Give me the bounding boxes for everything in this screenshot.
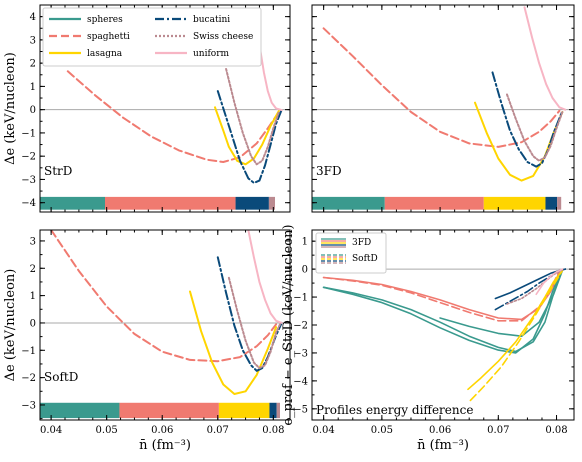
x-tick-label: 0.07 xyxy=(207,425,229,436)
panel-top-left: −4 −3 −2 −1 0 1 2 3 4 Δe (keV/nucleon) StrD spheres… xyxy=(3,4,291,213)
y-axis-label: e_prof − e_StrD (keV/nucleon) xyxy=(281,224,296,425)
plot-area xyxy=(40,43,290,210)
phase-bar-segment-swiss xyxy=(557,196,562,210)
y-tick-label: 0 xyxy=(30,105,36,116)
phase-bar-segment-spaghetti xyxy=(384,196,484,210)
phase-bar-segment-spheres xyxy=(312,196,385,210)
phase-bar-segment-bucatini xyxy=(235,196,269,210)
phase-bar-segment-swiss xyxy=(276,402,280,419)
plot-area xyxy=(40,230,290,419)
phase-bar-segment-lasagna xyxy=(483,196,546,210)
curve-swiss xyxy=(506,93,564,162)
panel-tag: Profiles energy difference xyxy=(316,403,473,417)
legend-label-uniform: uniform xyxy=(193,49,230,59)
curve-swiss xyxy=(225,68,280,166)
curve-spheres xyxy=(322,271,561,354)
y-tick-label: −4 xyxy=(293,376,308,387)
plot-area xyxy=(312,6,574,210)
y-tick-label: 3 xyxy=(30,236,36,247)
curve-uniform xyxy=(523,6,567,111)
x-tick-label: 0.04 xyxy=(40,425,62,436)
y-tick-label: −1 xyxy=(21,346,36,357)
phase-bar-segment-spheres xyxy=(40,402,120,419)
legend-box xyxy=(42,7,262,67)
x-tick-label: 0.07 xyxy=(487,425,509,436)
y-tick-label: −2 xyxy=(21,373,36,384)
y-tick-label: 2 xyxy=(30,59,36,70)
x-tick-label: 0.06 xyxy=(429,425,451,436)
axes-frame xyxy=(39,229,291,421)
curve-lasagna xyxy=(214,106,280,166)
curve-lasagna xyxy=(469,269,564,402)
y-axis-label: Δe (keV/nucleon) xyxy=(3,52,18,165)
panel-tag: 3FD xyxy=(316,164,342,178)
curve-uniform xyxy=(247,230,283,324)
curve-bucatini xyxy=(216,256,283,372)
legend-label: SoftD xyxy=(352,254,378,264)
curve-spheres xyxy=(322,273,561,353)
y-tick-label: 0 xyxy=(302,265,308,276)
y-tick-label: 1 xyxy=(302,237,308,248)
curve-bucatini xyxy=(216,90,283,184)
legend-label-lasagna: lasagna xyxy=(87,49,123,59)
curve-uniform xyxy=(535,268,564,296)
phase-bar-segment-spaghetti xyxy=(105,196,236,210)
y-tick-label: −2 xyxy=(293,321,308,332)
y-tick-label: −2 xyxy=(21,152,36,163)
phase-bar-segment-bucatini xyxy=(545,196,558,210)
curve-swiss xyxy=(227,276,281,370)
curve-lasagna xyxy=(189,290,278,395)
phase-bar-segment-spaghetti xyxy=(119,402,219,419)
y-tick-label: 4 xyxy=(30,12,36,23)
curve-spaghetti xyxy=(66,70,280,163)
legend-label: 3FD xyxy=(352,238,371,248)
curve-spaghetti xyxy=(50,230,278,363)
y-tick-label: 1 xyxy=(30,291,36,302)
y-tick-label: −5 xyxy=(293,404,308,415)
x-tick-label: 0.05 xyxy=(371,425,393,436)
y-tick-label: 0 xyxy=(30,318,36,329)
axes-frame xyxy=(311,4,575,213)
y-tick-label: −3 xyxy=(21,175,36,186)
panel-bottom-right: 0.04 0.05 0.06 0.07 0.08 −5 −4 −3 −2 −1 0 1 e_prof −… xyxy=(281,224,575,453)
phase-bar-segment-swiss xyxy=(268,196,275,210)
y-axis-label: Δe (keV/nucleon) xyxy=(3,269,18,382)
plot-area xyxy=(312,268,574,402)
curve-lasagna xyxy=(467,269,564,391)
x-tick-label: 0.08 xyxy=(545,425,567,436)
x-axis-label: n̄ (fm⁻³) xyxy=(417,438,469,453)
y-tick-label: 3 xyxy=(30,35,36,46)
axes-frame xyxy=(39,4,291,213)
y-tick-label: −4 xyxy=(21,198,36,209)
legend-label-bucatini: bucatini xyxy=(193,15,230,25)
panel-tag: StrD xyxy=(44,164,72,178)
panel-top-right: 3FD xyxy=(311,4,575,213)
y-tick-label: −1 xyxy=(293,293,308,304)
y-tick-label: −3 xyxy=(293,348,308,359)
curve-spheres xyxy=(439,269,564,337)
legend-label-spheres: spheres xyxy=(87,15,123,25)
curve-bucatini xyxy=(491,71,564,168)
panel-tag: SoftD xyxy=(44,370,78,384)
phase-bar-segment-lasagna xyxy=(218,402,270,419)
y-tick-label: −3 xyxy=(21,400,36,411)
y-tick-label: 2 xyxy=(30,264,36,275)
x-tick-label: 0.06 xyxy=(151,425,173,436)
y-tick-label: 1 xyxy=(30,82,36,93)
phase-bar-segment-spheres xyxy=(40,196,105,210)
x-tick-label: 0.08 xyxy=(262,425,284,436)
phase-bar-segment-bucatini xyxy=(269,402,277,419)
legend-label-swiss: Swiss cheese xyxy=(193,32,253,42)
y-tick-label: −1 xyxy=(21,128,36,139)
x-axis-label: n̄ (fm⁻³) xyxy=(139,438,191,453)
panel-bottom-left: 0.04 0.05 0.06 0.07 0.08 −3 −2 −1 0 1 2 3 Δe (keV/nu… xyxy=(3,229,291,453)
legend-label-spaghetti: spaghetti xyxy=(87,32,130,42)
x-tick-label: 0.04 xyxy=(313,425,335,436)
curve-lasagna xyxy=(474,101,564,182)
curve-spaghetti xyxy=(322,27,561,148)
x-tick-label: 0.05 xyxy=(96,425,118,436)
curve-uniform xyxy=(258,43,283,112)
